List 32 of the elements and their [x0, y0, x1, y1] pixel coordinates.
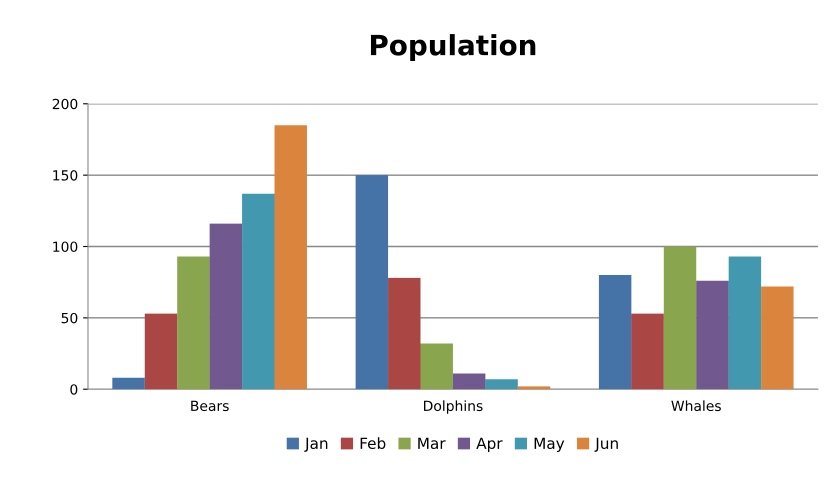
x-tick-label: Bears	[191, 400, 229, 412]
y-tick-label: 200	[52, 98, 78, 110]
bar	[598, 275, 632, 390]
bar	[274, 125, 307, 390]
y-tick-label: 100	[53, 241, 78, 252]
bar	[388, 278, 420, 390]
bar	[177, 256, 210, 390]
x-tick-label: Whales	[671, 400, 721, 412]
bar	[664, 246, 696, 390]
bar	[144, 314, 178, 390]
bar	[696, 280, 729, 390]
bar	[452, 374, 486, 390]
legend-label: Feb	[360, 437, 386, 450]
legend-label: Apr	[476, 438, 503, 452]
legend-label: Mar	[418, 438, 446, 450]
y-tick-label: 50	[62, 312, 78, 324]
bar	[356, 175, 388, 390]
y-tick-label: 0	[70, 384, 78, 395]
y-tick-label: 150	[53, 170, 78, 181]
bar	[210, 224, 242, 390]
bar	[112, 378, 145, 390]
bar	[420, 344, 453, 390]
legend-label: May	[534, 438, 564, 452]
legend-label: Jun	[594, 438, 618, 452]
x-tick-label: Dolphins	[424, 400, 483, 414]
bar	[728, 256, 762, 390]
legend-label: Jan	[304, 438, 328, 452]
bar	[761, 286, 794, 390]
chart-title: Population	[370, 34, 536, 61]
bar	[242, 194, 275, 390]
bar	[631, 314, 664, 390]
bar	[485, 379, 518, 390]
